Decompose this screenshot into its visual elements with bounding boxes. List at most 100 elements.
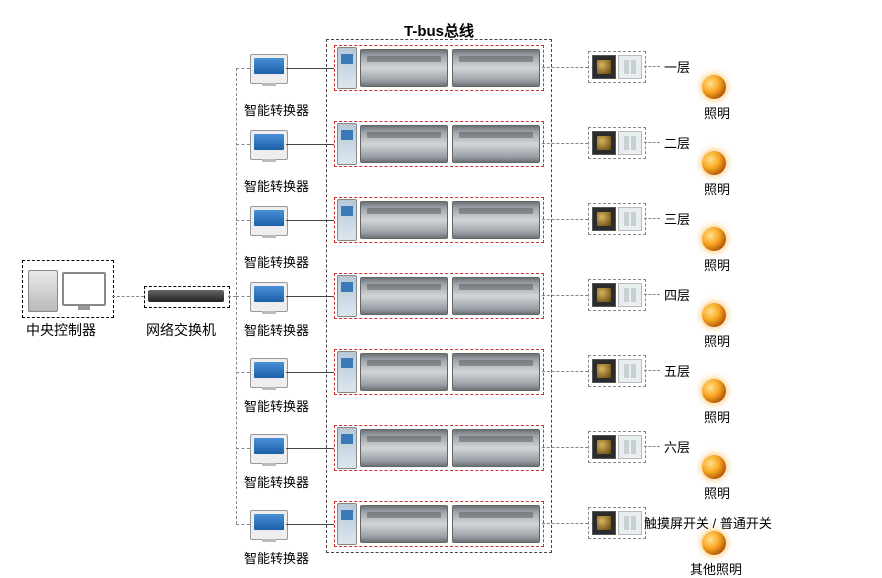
module-icon	[452, 125, 540, 163]
link-conv-bus	[286, 296, 334, 297]
module-icon	[452, 49, 540, 87]
pc-tower-icon	[28, 270, 58, 312]
lamp-icon	[702, 303, 726, 327]
lamp-label: 照明	[704, 103, 730, 122]
normal-switch-icon	[618, 435, 642, 459]
module-icon	[360, 201, 448, 239]
link-fan-row	[236, 220, 250, 221]
link-bus-switch	[542, 523, 588, 524]
link-switch-floor	[644, 218, 660, 219]
touchscreen-switch-icon	[592, 207, 616, 231]
link-fan-row	[236, 144, 250, 145]
module-icon	[360, 505, 448, 543]
link-conv-bus	[286, 448, 334, 449]
smart-converter-icon	[250, 130, 288, 160]
link-bus-switch	[542, 295, 588, 296]
module-icon	[360, 49, 448, 87]
smart-converter-label: 智能转换器	[244, 176, 309, 195]
module-icon	[360, 277, 448, 315]
lamp-icon	[702, 379, 726, 403]
module-icon	[360, 429, 448, 467]
normal-switch-icon	[618, 283, 642, 307]
lamp-icon	[702, 227, 726, 251]
lamp-label: 照明	[704, 331, 730, 350]
link-bus-switch	[542, 143, 588, 144]
smart-converter-icon	[250, 54, 288, 84]
smart-converter-label: 智能转换器	[244, 252, 309, 271]
link-fan-row	[236, 524, 250, 525]
touchscreen-switch-icon	[592, 435, 616, 459]
link-bus-switch	[542, 447, 588, 448]
smart-converter-label: 智能转换器	[244, 396, 309, 415]
smart-converter-label: 智能转换器	[244, 320, 309, 339]
pc-monitor-icon	[62, 272, 106, 306]
module-icon	[452, 505, 540, 543]
floor-label: 四层	[664, 285, 690, 304]
smart-converter-label: 智能转换器	[244, 548, 309, 567]
link-switch-floor	[644, 294, 660, 295]
module-icon	[452, 429, 540, 467]
smart-converter-icon	[250, 510, 288, 540]
floor-label: 五层	[664, 361, 690, 380]
link-conv-bus	[286, 144, 334, 145]
link-conv-bus	[286, 524, 334, 525]
floor-label: 二层	[664, 133, 690, 152]
breaker-icon	[337, 47, 357, 89]
smart-converter-icon	[250, 434, 288, 464]
touchscreen-switch-icon	[592, 283, 616, 307]
link-switch-floor	[644, 142, 660, 143]
touchscreen-switch-icon	[592, 511, 616, 535]
module-icon	[452, 353, 540, 391]
module-icon	[360, 353, 448, 391]
normal-switch-icon	[618, 207, 642, 231]
normal-switch-icon	[618, 131, 642, 155]
lamp-label: 照明	[704, 255, 730, 274]
floor-label: 六层	[664, 437, 690, 456]
lamp-label: 照明	[704, 407, 730, 426]
smart-converter-label: 智能转换器	[244, 100, 309, 119]
link-switch-floor	[644, 66, 660, 67]
normal-switch-icon	[618, 359, 642, 383]
touchscreen-switch-icon	[592, 131, 616, 155]
link-fan-row	[236, 68, 250, 69]
module-icon	[452, 277, 540, 315]
lamp-icon	[702, 75, 726, 99]
lamp-icon	[702, 531, 726, 555]
normal-switch-icon	[618, 55, 642, 79]
lamp-icon	[702, 151, 726, 175]
breaker-icon	[337, 123, 357, 165]
link-conv-bus	[286, 372, 334, 373]
network-switch-label: 网络交换机	[146, 320, 216, 340]
link-switch-floor	[644, 370, 660, 371]
module-icon	[452, 201, 540, 239]
floor-label: 一层	[664, 57, 690, 76]
smart-converter-icon	[250, 282, 288, 312]
smart-converter-label: 智能转换器	[244, 472, 309, 491]
network-switch-icon	[148, 290, 224, 302]
floor-label: 触摸屏开关 / 普通开关	[644, 513, 772, 532]
breaker-icon	[337, 503, 357, 545]
link-conv-bus	[286, 68, 334, 69]
smart-converter-icon	[250, 358, 288, 388]
lamp-label: 照明	[704, 483, 730, 502]
link-controller-switch	[112, 296, 144, 297]
bus-title: T-bus总线	[404, 20, 474, 41]
lamp-icon	[702, 455, 726, 479]
link-fan-row	[236, 372, 250, 373]
smart-converter-icon	[250, 206, 288, 236]
floor-label: 三层	[664, 209, 690, 228]
module-icon	[360, 125, 448, 163]
link-bus-switch	[542, 371, 588, 372]
touchscreen-switch-icon	[592, 55, 616, 79]
normal-switch-icon	[618, 511, 642, 535]
link-fan-row	[236, 448, 250, 449]
touchscreen-switch-icon	[592, 359, 616, 383]
link-switch-stub	[228, 296, 236, 297]
breaker-icon	[337, 427, 357, 469]
lamp-label: 照明	[704, 179, 730, 198]
link-bus-switch	[542, 219, 588, 220]
breaker-icon	[337, 199, 357, 241]
link-switch-floor	[644, 446, 660, 447]
breaker-icon	[337, 351, 357, 393]
breaker-icon	[337, 275, 357, 317]
